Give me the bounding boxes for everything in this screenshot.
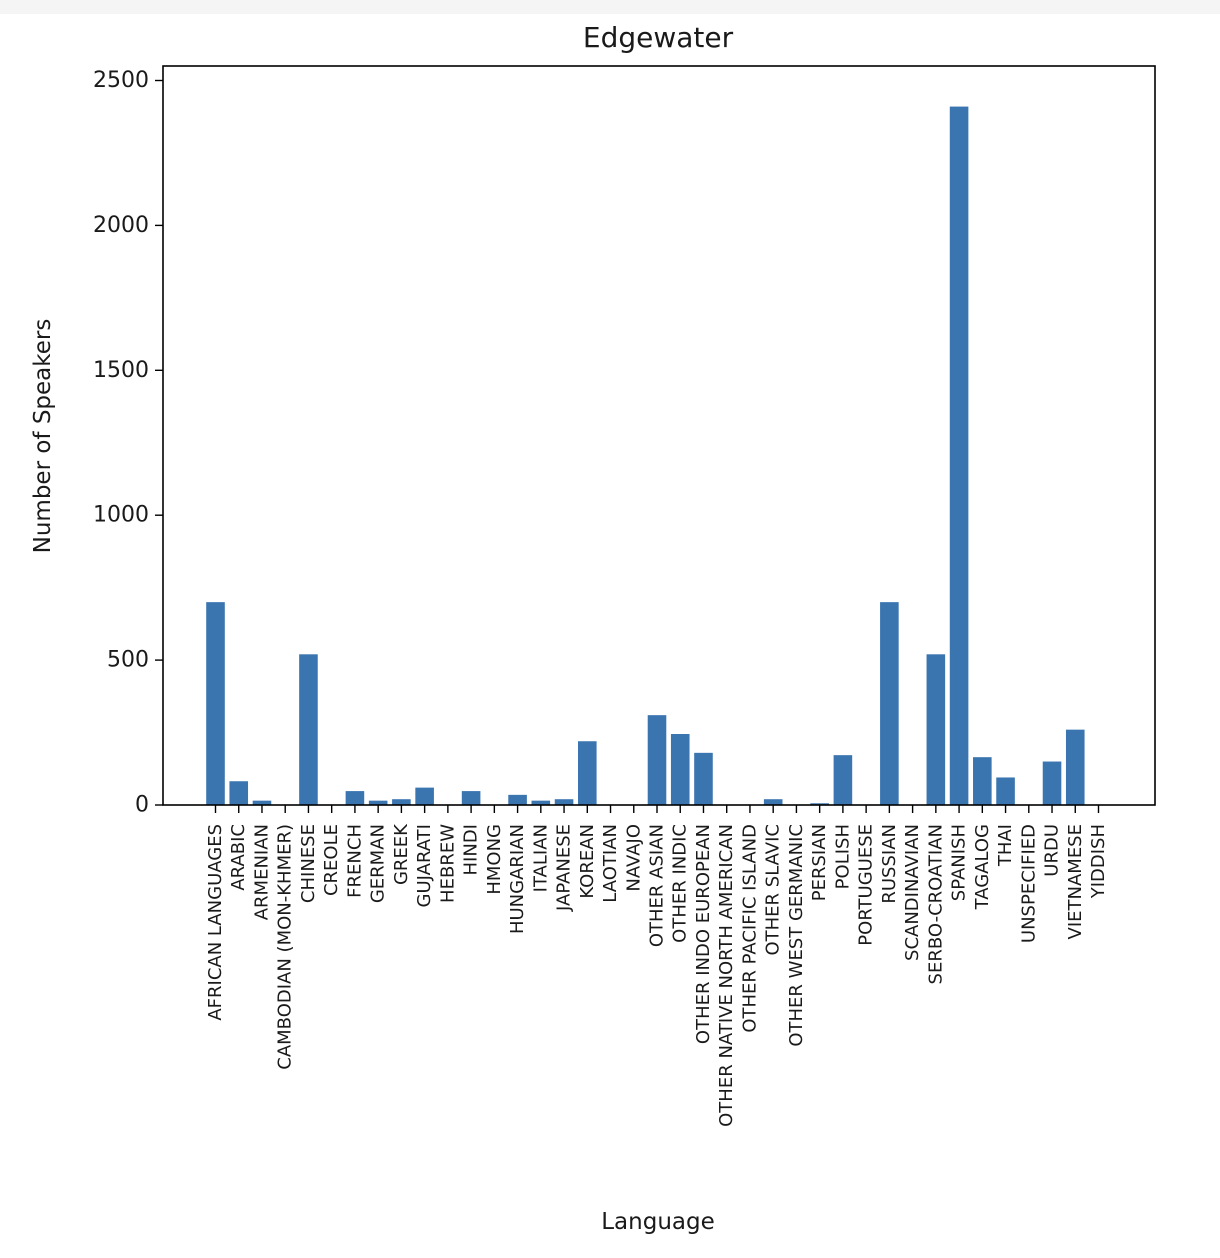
bar <box>694 752 713 805</box>
bar <box>577 741 597 805</box>
y-tick-label: 1000 <box>93 503 149 528</box>
x-tick-label: PORTUGUESE <box>856 824 877 946</box>
x-tick-label: NAVAJO <box>623 824 644 892</box>
x-tick-label: ARABIC <box>228 824 249 891</box>
x-tick-label: OTHER INDIC <box>670 824 691 943</box>
bar <box>206 602 225 805</box>
plot-frame <box>162 65 1156 806</box>
x-tick-label: POLISH <box>832 824 853 889</box>
x-tick-label: VIETNAMESE <box>1065 824 1086 939</box>
bar <box>554 799 574 805</box>
bar <box>415 787 434 805</box>
chart-title: Edgewater <box>583 21 734 54</box>
x-tick-label: HMONG <box>484 824 505 895</box>
x-tick-label: KOREAN <box>577 824 598 899</box>
y-axis-ticks: 0 500 1000 1500 2000 2500 <box>93 68 163 818</box>
x-tick-label: OTHER PACIFIC ISLAND <box>739 824 760 1033</box>
x-tick-label: AFRICAN LANGUAGES <box>205 824 226 1021</box>
y-tick-label: 500 <box>107 648 149 673</box>
y-tick-label: 1500 <box>93 358 149 383</box>
bar <box>647 715 667 805</box>
x-tick-label: ITALIAN <box>530 824 551 892</box>
bar <box>763 799 783 805</box>
x-tick-label: ARMENIAN <box>251 824 272 920</box>
x-tick-label: OTHER SLAVIC <box>763 824 784 956</box>
bar <box>996 777 1015 805</box>
x-tick-label: LAOTIAN <box>600 824 621 903</box>
x-tick-label: FRENCH <box>344 824 365 898</box>
x-tick-label: THAI <box>995 824 1016 867</box>
x-tick-label: OTHER NATIVE NORTH AMERICAN <box>716 824 737 1127</box>
bar <box>810 803 829 805</box>
x-tick-label: GREEK <box>391 823 412 885</box>
bar <box>368 800 388 805</box>
bar <box>1065 729 1085 805</box>
x-tick-label: GERMAN <box>368 824 389 903</box>
x-tick-label: HUNGARIAN <box>507 824 528 934</box>
x-tick-label: SERBO-CROATIAN <box>925 824 946 984</box>
bar <box>1042 761 1062 805</box>
bar <box>880 602 899 805</box>
x-tick-label: CHINESE <box>298 824 319 903</box>
bar <box>833 755 853 805</box>
x-axis-ticks: AFRICAN LANGUAGES ARABIC ARMENIAN CAMBODIAN… <box>205 805 1109 1127</box>
bar <box>461 791 481 805</box>
bar <box>299 654 318 805</box>
x-tick-label: CREOLE <box>321 824 342 896</box>
x-tick-label: YIDDISH <box>1088 824 1109 899</box>
bar <box>670 733 690 805</box>
bar <box>345 791 365 805</box>
bar <box>949 106 969 805</box>
x-tick-label: OTHER ASIAN <box>647 824 668 947</box>
bar <box>531 800 551 805</box>
bar <box>229 781 249 805</box>
y-tick-label: 0 <box>135 793 149 818</box>
y-tick-label: 2000 <box>93 213 149 238</box>
x-tick-label: HEBREW <box>437 824 458 903</box>
window-top-strip <box>0 0 1220 14</box>
bar <box>508 794 527 805</box>
bar <box>252 800 272 805</box>
x-tick-label: SCANDINAVIAN <box>902 824 923 961</box>
y-axis-label: Number of Speakers <box>30 319 56 554</box>
bar <box>926 654 946 805</box>
x-tick-label: URDU <box>1042 824 1063 877</box>
x-tick-label: PERSIAN <box>809 824 830 901</box>
x-tick-label: UNSPECIFIED <box>1018 824 1039 943</box>
x-tick-label: JAPANESE <box>554 824 575 912</box>
bar <box>392 799 411 805</box>
x-tick-label: TAGALOG <box>972 824 993 910</box>
x-axis-label: Language <box>601 1209 715 1235</box>
x-tick-label: OTHER INDO EUROPEAN <box>693 824 714 1044</box>
x-tick-label: GUJARATI <box>414 824 435 907</box>
x-tick-label: OTHER WEST GERMANIC <box>786 824 807 1047</box>
x-tick-label: HINDI <box>461 824 482 875</box>
y-tick-label: 2500 <box>93 68 149 93</box>
x-tick-label: CAMBODIAN (MON-KHMER) <box>275 824 296 1070</box>
x-tick-label: SPANISH <box>949 824 970 901</box>
bars-group <box>206 106 1085 805</box>
bar <box>973 757 992 805</box>
x-tick-label: RUSSIAN <box>879 824 900 904</box>
